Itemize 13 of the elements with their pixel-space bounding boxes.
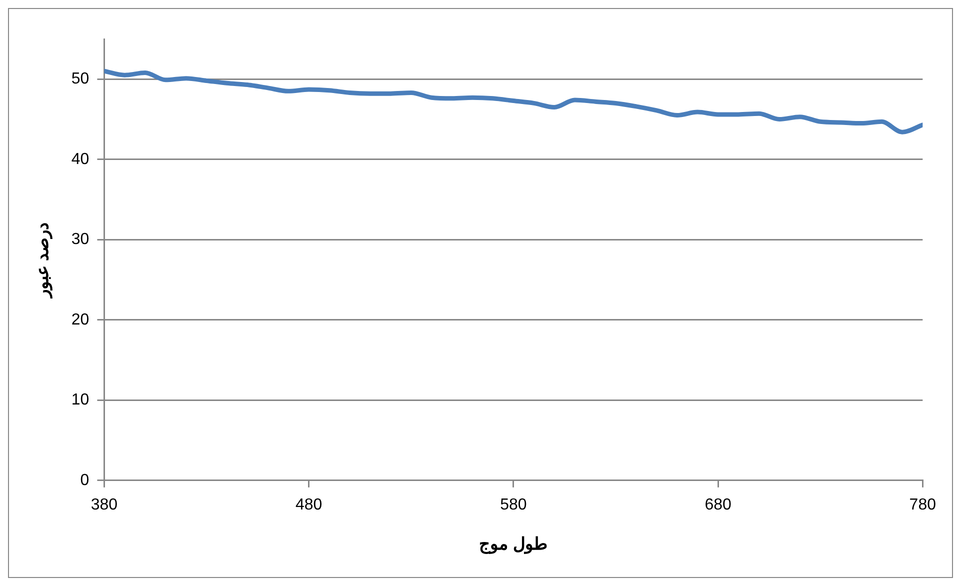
y-tick-label: 20	[71, 311, 90, 328]
x-axis-title: طول موج	[479, 534, 548, 554]
x-tick-label: 580	[500, 496, 527, 514]
x-tick-label: 480	[295, 496, 322, 514]
y-tick-label: 50	[71, 70, 90, 88]
x-tick-label: 380	[90, 496, 118, 514]
y-axis-title: درصد عبور	[32, 222, 53, 300]
y-tick-label: 10	[71, 392, 90, 409]
y-tick-label: 40	[71, 150, 90, 168]
y-tick-label: 0	[80, 472, 90, 489]
x-tick-label: 780	[909, 496, 936, 514]
x-tick-label: 680	[704, 496, 732, 514]
y-tick-label: 30	[71, 231, 90, 248]
